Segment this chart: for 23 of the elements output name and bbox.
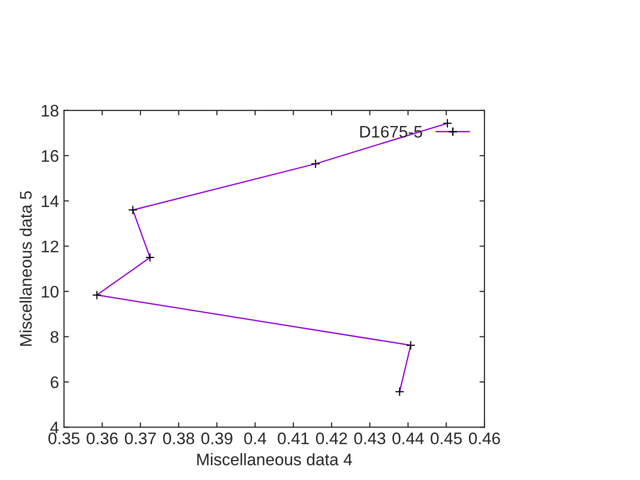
x-tick-label: 0.41 xyxy=(278,432,309,444)
x-tick-label: 0.36 xyxy=(86,432,118,444)
y-tick-label: 18 xyxy=(42,104,58,117)
x-tick-label: 0.44 xyxy=(392,432,424,444)
y-tick-label: 12 xyxy=(42,240,58,252)
x-tick-label: 0.46 xyxy=(468,432,500,444)
y-tick-label: 16 xyxy=(42,150,58,162)
y-tick-label: 10 xyxy=(42,286,58,298)
legend-label: D1675-5 xyxy=(360,126,422,138)
x-tick-label: 0.4 xyxy=(244,432,266,444)
x-tick-label: 0.45 xyxy=(430,432,462,444)
x-tick-label: 0.42 xyxy=(316,432,347,444)
y-tick-label: 6 xyxy=(50,376,58,388)
x-axis-title: Miscellaneous data 4 xyxy=(197,453,352,466)
x-tick-label: 0.43 xyxy=(354,432,386,444)
y-tick-label: 8 xyxy=(50,331,58,343)
x-tick-label: 0.37 xyxy=(124,432,156,444)
y-tick-label: 14 xyxy=(42,195,59,207)
y-tick-label: 4 xyxy=(50,422,59,434)
y-axis-title: Miscellaneous data 5 xyxy=(20,191,32,346)
x-tick-label: 0.38 xyxy=(163,432,194,444)
x-tick-label: 0.35 xyxy=(48,432,80,444)
x-tick-label: 0.39 xyxy=(201,432,232,444)
